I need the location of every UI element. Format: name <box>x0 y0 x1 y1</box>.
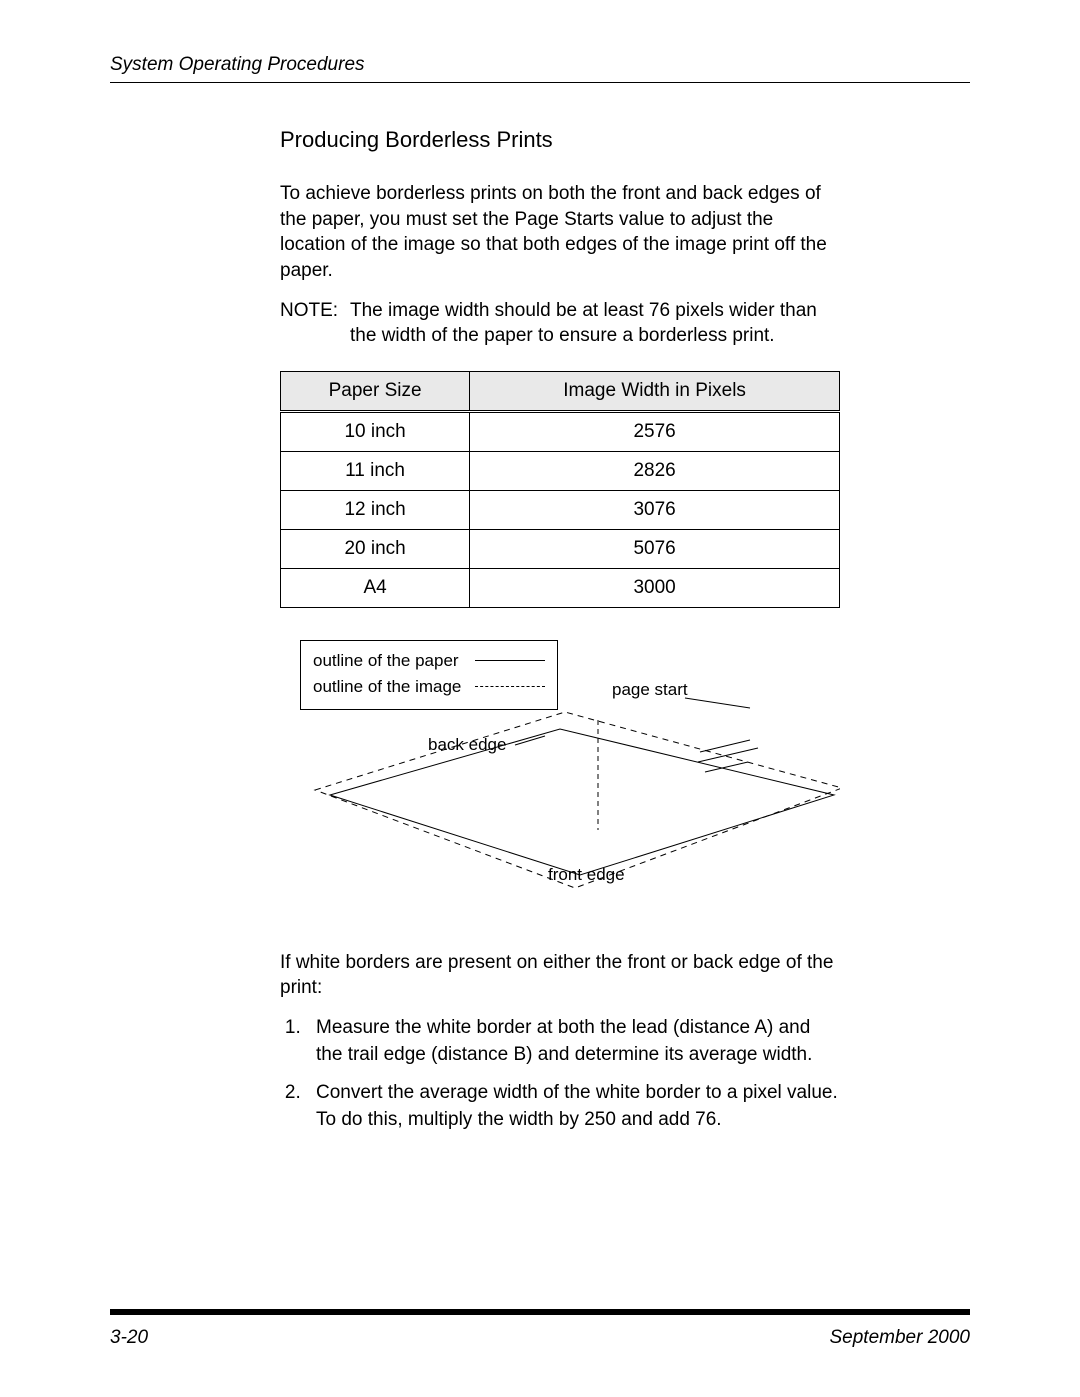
table-cell: 20 inch <box>281 529 470 568</box>
section-heading: Producing Borderless Prints <box>280 127 840 153</box>
image-outline <box>315 712 840 888</box>
table-cell: 11 inch <box>281 451 470 490</box>
page-start-leader <box>685 698 750 708</box>
borderless-diagram: outline of the paper outline of the imag… <box>280 640 840 920</box>
after-diagram-text: If white borders are present on either t… <box>280 950 840 1001</box>
legend-paper-label: outline of the paper <box>313 651 459 671</box>
intro-paragraph: To achieve borderless prints on both the… <box>280 181 840 284</box>
list-item: Measure the white border at both the lea… <box>306 1015 840 1068</box>
note-text: The image width should be at least 76 pi… <box>350 298 840 349</box>
label-front-edge: front edge <box>548 865 625 885</box>
legend-dashed-line-icon <box>475 686 545 687</box>
steps-list: Measure the white border at both the lea… <box>280 1015 840 1133</box>
legend-image-label: outline of the image <box>313 677 461 697</box>
page-number: 3-20 <box>110 1327 148 1349</box>
footer-date: September 2000 <box>830 1327 971 1349</box>
table-cell: 12 inch <box>281 490 470 529</box>
table-cell: 3000 <box>470 568 840 607</box>
surface-hatch-icon <box>698 740 758 772</box>
note-block: NOTE: The image width should be at least… <box>280 298 840 349</box>
table-cell: 2826 <box>470 451 840 490</box>
col-paper-size: Paper Size <box>281 371 470 411</box>
table-cell: A4 <box>281 568 470 607</box>
list-item: Convert the average width of the white b… <box>306 1080 840 1133</box>
table-row: 10 inch2576 <box>281 411 840 451</box>
running-header: System Operating Procedures <box>110 54 970 83</box>
table-row: 20 inch5076 <box>281 529 840 568</box>
table-row: 12 inch3076 <box>281 490 840 529</box>
table-header-row: Paper Size Image Width in Pixels <box>281 371 840 411</box>
table-cell: 10 inch <box>281 411 470 451</box>
paper-outline <box>330 729 834 875</box>
table-cell: 2576 <box>470 411 840 451</box>
table-cell: 3076 <box>470 490 840 529</box>
page-footer: 3-20 September 2000 <box>110 1309 970 1349</box>
pixel-width-table: Paper Size Image Width in Pixels 10 inch… <box>280 371 840 608</box>
table-cell: 5076 <box>470 529 840 568</box>
col-image-width: Image Width in Pixels <box>470 371 840 411</box>
label-page-start: page start <box>612 680 688 700</box>
label-back-edge: back edge <box>428 735 506 755</box>
table-row: A43000 <box>281 568 840 607</box>
diagram-legend: outline of the paper outline of the imag… <box>300 640 558 710</box>
legend-solid-line-icon <box>475 660 545 661</box>
table-row: 11 inch2826 <box>281 451 840 490</box>
footer-rule <box>110 1309 970 1315</box>
main-content: Producing Borderless Prints To achieve b… <box>280 127 840 1134</box>
note-label: NOTE: <box>280 298 350 349</box>
